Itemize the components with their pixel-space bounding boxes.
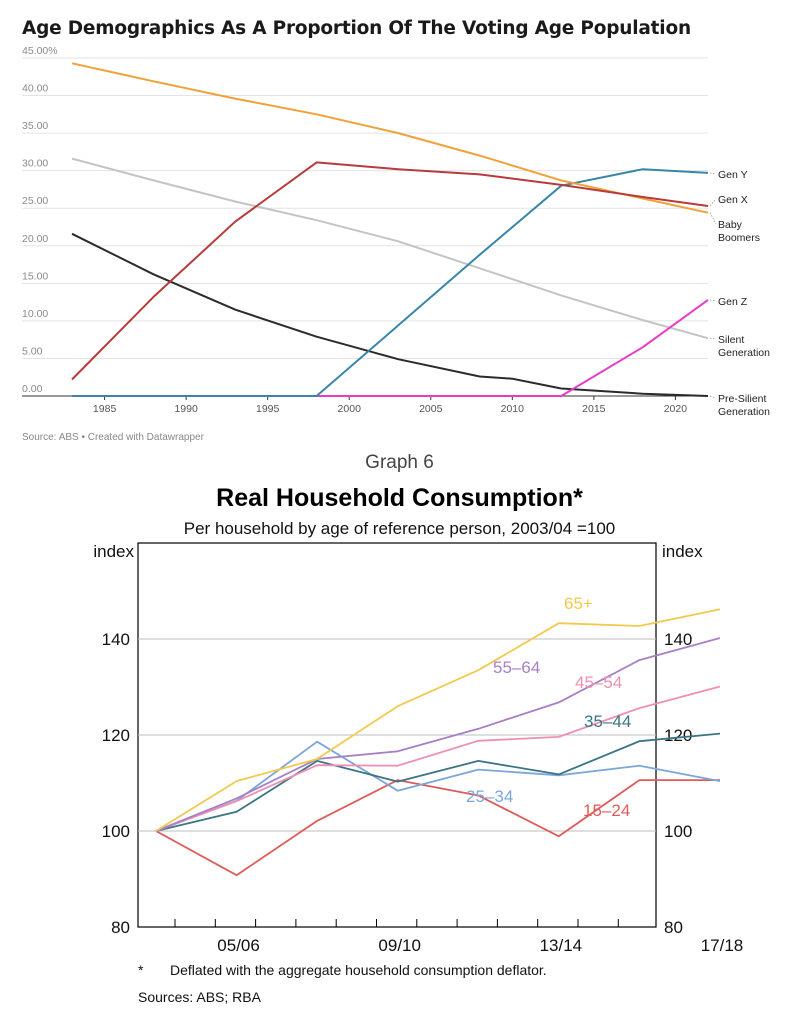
x-tick-label: 2020 [664,403,688,415]
y-tick-label-left: 120 [102,726,130,745]
series-line-pre-silient-generation [71,232,709,397]
series-label-45-54: 45–54 [575,673,622,692]
label-connector [709,198,717,207]
graph-label: Graph 6 [365,452,434,473]
y-tick-label: 5.00 [22,345,43,357]
chart2-title: Real Household Consumption* [216,484,583,512]
x-tick-label: 1995 [256,403,280,415]
series-label-gen-y: Gen Y [718,169,748,181]
chart2-footnote: * Deflated with the aggregate household c… [138,962,547,978]
x-tick-label: 2010 [501,403,525,415]
series-label-65: 65+ [564,594,593,613]
label-connector [709,172,717,175]
y-axis-label-left: index [93,542,134,561]
series-line-15-24 [155,779,720,877]
y-tick-label: 10.00 [22,308,48,320]
y-tick-label-right: 140 [664,630,692,649]
series-label-55-64: 55–64 [493,658,540,677]
chart2-sources: Sources: ABS; RBA [138,989,261,1005]
series-line-gen-z [72,299,709,397]
y-axis-label-right: index [662,542,703,561]
series-label-silent-generation: Silent [718,334,744,346]
y-tick-label: 0.00 [22,383,43,395]
series-label-gen-z: Gen Z [718,296,748,308]
series-label-25-34: 25–34 [466,787,513,806]
y-tick-label-right: 80 [664,918,683,937]
x-tick-label: 09/10 [378,936,421,955]
x-tick-label: 17/18 [701,936,744,955]
series-label-pre-silient-generation: Generation [718,406,770,418]
series-line-silent-generation [71,157,709,340]
series-label-35-44: 35–44 [584,712,631,731]
x-tick-label: 1985 [93,403,117,415]
y-tick-label-right: 120 [664,726,692,745]
x-tick-label: 2000 [338,403,362,415]
series-line-baby-boomers [71,62,709,214]
series-line-35-44 [155,732,721,832]
label-connector [709,395,717,399]
y-tick-label: 40.00 [22,83,48,95]
y-tick-label: 15.00 [22,270,48,282]
label-connector [709,299,717,302]
series-line-gen-y [72,168,709,397]
series-label-gen-x: Gen X [718,194,748,206]
chart2-subtitle: Per household by age of reference person… [183,519,616,538]
series-line-25-34 [155,740,721,832]
y-tick-label-left: 140 [102,630,130,649]
y-tick-label: 45.00% [22,45,58,57]
y-tick-label-left: 80 [111,918,130,937]
y-tick-label: 20.00 [22,233,48,245]
x-tick-label: 1990 [174,403,198,415]
x-tick-label: 13/14 [540,936,583,955]
chart1-source: Source: ABS • Created with Datawrapper [22,432,204,443]
series-line-45-54 [155,685,721,832]
series-label-baby-boomers: Boomers [718,232,760,244]
footnote-text: Deflated with the aggregate household co… [170,962,547,978]
label-connector [709,212,717,225]
label-connector [709,337,717,340]
x-tick-label: 2015 [582,403,606,415]
chart1-title: Age Demographics As A Proportion Of The … [22,18,691,39]
y-tick-label: 35.00 [22,120,48,132]
series-label-silent-generation: Generation [718,347,770,359]
series-label-pre-silient-generation: Pre-Silient [718,393,767,405]
series-label-15-24: 15–24 [583,801,630,820]
series-line-gen-x [71,161,709,381]
y-tick-label: 25.00 [22,195,48,207]
plot-frame [137,542,657,928]
y-tick-label: 30.00 [22,158,48,170]
series-label-baby-boomers: Baby [718,219,743,231]
x-tick-label: 05/06 [217,936,260,955]
series-line-65 [155,608,721,832]
x-tick-label: 2005 [419,403,443,415]
series-line-55-64 [155,637,721,832]
footnote-marker: * [138,962,144,978]
y-tick-label-left: 100 [102,822,130,841]
y-tick-label-right: 100 [664,822,692,841]
chart1-plot: 0.00 5.00 10.00 15.00 20.00 25.00 30.00 35.00 40… [22,45,770,418]
